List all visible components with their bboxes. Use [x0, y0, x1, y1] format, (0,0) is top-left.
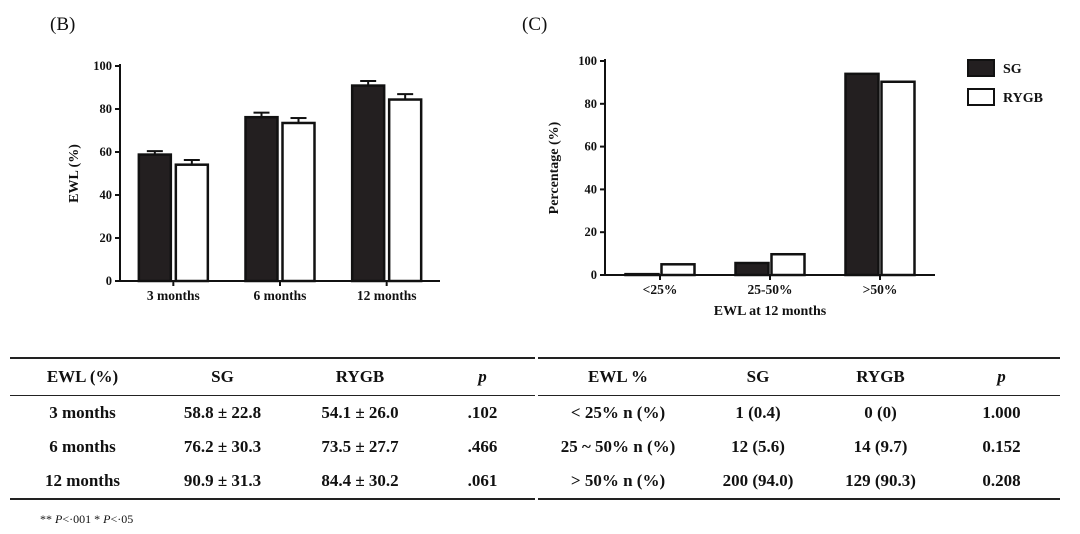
legend-swatch-rygb: [967, 88, 995, 106]
footnote-p-symbol: P: [103, 512, 111, 526]
footnote-part: <·001 *: [62, 512, 104, 526]
y-tick-label: 100: [578, 54, 597, 68]
header-p: p: [430, 357, 535, 396]
cell-rygb: 84.4 ± 30.2: [290, 464, 430, 500]
cell-period: 3 months: [49, 403, 116, 422]
footnote-p-symbol: P: [55, 512, 63, 526]
legend-label-sg: SG: [1003, 62, 1022, 77]
x-tick-label: >50%: [863, 282, 898, 297]
footnote-part: <·05: [110, 512, 134, 526]
cell-rygb: 0 (0): [864, 403, 897, 422]
chart-c: 0 20 40 60 80 100 <25% 25-50% >50% Percentage (%)…: [547, 54, 1043, 319]
bar-sg: [350, 84, 386, 283]
bar-sg: [734, 261, 770, 277]
panel-b-label: (B): [50, 14, 76, 35]
bar-rygb: [387, 98, 423, 283]
header-rygb: RYGB: [290, 357, 430, 396]
table-row: 25 ~ 50% n (%) 12 (5.6) 14 (9.7) 0.152: [538, 430, 1060, 464]
cell-p: 1.000: [982, 403, 1021, 422]
cell-period: 6 months: [49, 437, 116, 456]
ewl-table-right: EWL % SG RYGB p < 25% n (%) 1 (0.4) 0 (0…: [538, 357, 1060, 500]
bar-rygb: [770, 252, 806, 277]
footnote: ** P<·001 * P<·05: [40, 512, 133, 527]
table-header-row: EWL (%) SG RYGB p: [10, 357, 535, 396]
cell-range: 25 ~ 50% n (%): [560, 437, 676, 456]
cell-p: .102: [467, 403, 498, 422]
cell-period: 12 months: [10, 464, 155, 500]
y-axis-label: Percentage (%): [547, 121, 562, 214]
cell-sg: 12 (5.6): [731, 437, 785, 456]
header-sg: SG: [155, 357, 290, 396]
y-tick-label: 0: [106, 274, 112, 288]
table-row: 3 months 58.8 ± 22.8 54.1 ± 26.0 .102: [10, 396, 535, 431]
cell-sg: 200 (94.0): [698, 464, 818, 500]
cell-p: .466: [467, 437, 498, 456]
chart-b: 0 20 40 60 80 100 3 months 6 months 12 months EWL…: [67, 59, 440, 303]
ewl-table-left: EWL (%) SG RYGB p 3 months 58.8 ± 22.8 5…: [10, 357, 535, 500]
table-row: < 25% n (%) 1 (0.4) 0 (0) 1.000: [538, 396, 1060, 431]
y-axis-label: EWL (%): [67, 144, 82, 203]
table-row: > 50% n (%) 200 (94.0) 129 (90.3) 0.208: [538, 464, 1060, 500]
y-tick-label: 40: [100, 188, 113, 202]
cell-rygb: 14 (9.7): [853, 437, 908, 456]
x-tick-label: 3 months: [147, 288, 200, 303]
table-row: 6 months 76.2 ± 30.3 73.5 ± 27.7 .466: [10, 430, 535, 464]
cell-p: 0.208: [943, 464, 1060, 500]
cell-sg: 90.9 ± 31.3: [155, 464, 290, 500]
bar-sg: [844, 72, 880, 277]
header-ewl: EWL (%): [10, 357, 155, 396]
y-tick-label: 20: [100, 231, 113, 245]
cell-rygb: 129 (90.3): [818, 464, 943, 500]
y-tick-label: 0: [591, 268, 597, 282]
header-ewl: EWL %: [538, 357, 698, 396]
footnote-part: **: [40, 512, 55, 526]
x-tick-label: 6 months: [254, 288, 307, 303]
legend-swatch-sg: [967, 59, 995, 77]
x-tick-label: <25%: [643, 282, 678, 297]
y-tick-label: 80: [100, 102, 113, 116]
table-row: 12 months 90.9 ± 31.3 84.4 ± 30.2 .061: [10, 464, 535, 500]
bar-sg: [137, 153, 173, 283]
y-tick-label: 40: [585, 182, 598, 196]
cell-p: .061: [430, 464, 535, 500]
y-tick-label: 20: [585, 225, 598, 239]
header-p: p: [943, 357, 1060, 396]
legend-label-rygb: RYGB: [1003, 91, 1043, 106]
bar-rygb: [660, 263, 696, 277]
bar-sg: [624, 272, 660, 277]
cell-sg: 1 (0.4): [735, 403, 781, 422]
x-tick-label: 12 months: [357, 288, 417, 303]
bar-sg: [244, 115, 279, 283]
y-tick-label: 100: [93, 59, 112, 73]
y-tick-label: 60: [585, 140, 598, 154]
bar-rygb: [281, 121, 316, 283]
cell-rygb: 54.1 ± 26.0: [321, 403, 399, 422]
cell-sg: 58.8 ± 22.8: [183, 403, 262, 422]
cell-p: 0.152: [982, 437, 1021, 456]
x-tick-label: 25-50%: [748, 282, 793, 297]
panel-c-label: (C): [522, 14, 548, 35]
bar-rygb: [174, 163, 210, 283]
header-sg: SG: [698, 357, 818, 396]
bar-rygb: [880, 80, 916, 277]
y-tick-label: 60: [100, 145, 113, 159]
cell-range: < 25% n (%): [570, 403, 666, 422]
cell-rygb: 73.5 ± 27.7: [321, 437, 399, 456]
cell-sg: 76.2 ± 30.3: [183, 437, 262, 456]
cell-range: > 50% n (%): [538, 464, 698, 500]
header-rygb: RYGB: [818, 357, 943, 396]
table-header-row: EWL % SG RYGB p: [538, 357, 1060, 396]
x-axis-label: EWL at 12 months: [714, 304, 827, 319]
y-tick-label: 80: [585, 97, 598, 111]
